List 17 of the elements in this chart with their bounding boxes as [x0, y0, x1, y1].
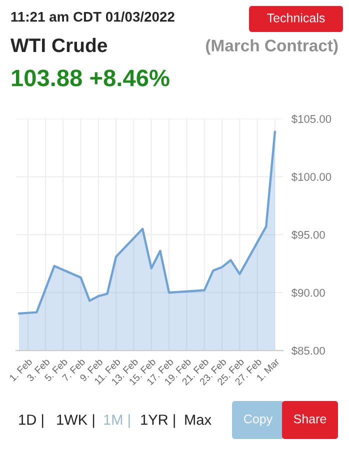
text: Technicals: [267, 13, 325, 22]
text: Max: [185, 414, 212, 425]
text: 1D |: [19, 414, 44, 428]
text: Copy: [244, 414, 273, 426]
text: 103.88 +8.46%: [12, 70, 170, 86]
y-tick-label: $95.00: [291, 230, 325, 240]
y-tick-label: $100.00: [291, 172, 332, 182]
text: Share: [294, 414, 326, 424]
text: 1WK |: [57, 414, 94, 428]
text: 11:21 am CDT 01/03/2022: [11, 12, 174, 22]
y-tick-label: $85.00: [291, 346, 325, 356]
chart-title: WTI Crude: [10, 38, 108, 52]
text: 1M |: [104, 414, 130, 428]
y-tick-label: $90.00: [291, 288, 325, 298]
chart-subtitle: (March Contract): [206, 39, 338, 55]
text: 1YR |: [141, 414, 175, 428]
y-tick-label: $105.00: [291, 114, 332, 124]
